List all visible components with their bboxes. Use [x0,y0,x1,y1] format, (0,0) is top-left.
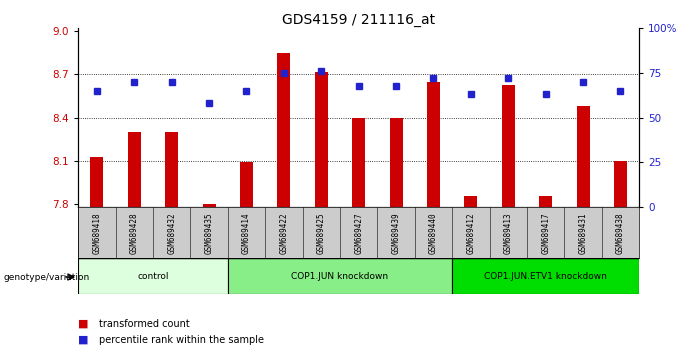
Bar [539,195,552,207]
Text: GSM689418: GSM689418 [92,212,101,253]
Text: COP1.JUN.ETV1 knockdown: COP1.JUN.ETV1 knockdown [484,272,607,281]
Text: COP1.JUN knockdown: COP1.JUN knockdown [292,272,388,281]
Bar [228,258,452,294]
Bar [78,258,228,294]
Text: GSM689438: GSM689438 [616,212,625,253]
Bar [452,258,639,294]
Bar [128,132,141,207]
Text: transformed count: transformed count [99,319,189,329]
Bar [502,85,515,207]
Bar [614,161,627,207]
Bar [90,156,103,207]
Bar [203,204,216,207]
Text: GSM689422: GSM689422 [279,212,288,253]
Bar [464,195,477,207]
Bar [390,118,403,207]
Text: GSM689435: GSM689435 [205,212,214,253]
Text: GSM689417: GSM689417 [541,212,550,253]
Text: GSM689425: GSM689425 [317,212,326,253]
Text: ■: ■ [78,319,88,329]
Text: GSM689412: GSM689412 [466,212,475,253]
Text: GSM689432: GSM689432 [167,212,176,253]
Text: genotype/variation: genotype/variation [3,273,90,282]
Bar [352,118,365,207]
Bar [315,72,328,207]
Text: control: control [137,272,169,281]
Title: GDS4159 / 211116_at: GDS4159 / 211116_at [282,13,435,27]
Bar [277,53,290,207]
Text: GSM689439: GSM689439 [392,212,401,253]
Text: GSM689431: GSM689431 [579,212,588,253]
Bar [577,106,590,207]
Text: GSM689428: GSM689428 [130,212,139,253]
Text: GSM689414: GSM689414 [242,212,251,253]
Text: GSM689440: GSM689440 [429,212,438,253]
Bar [427,82,440,207]
Bar [165,132,178,207]
Bar [240,162,253,207]
Text: percentile rank within the sample: percentile rank within the sample [99,335,264,345]
Text: ■: ■ [78,335,88,345]
Text: GSM689413: GSM689413 [504,212,513,253]
Text: GSM689427: GSM689427 [354,212,363,253]
